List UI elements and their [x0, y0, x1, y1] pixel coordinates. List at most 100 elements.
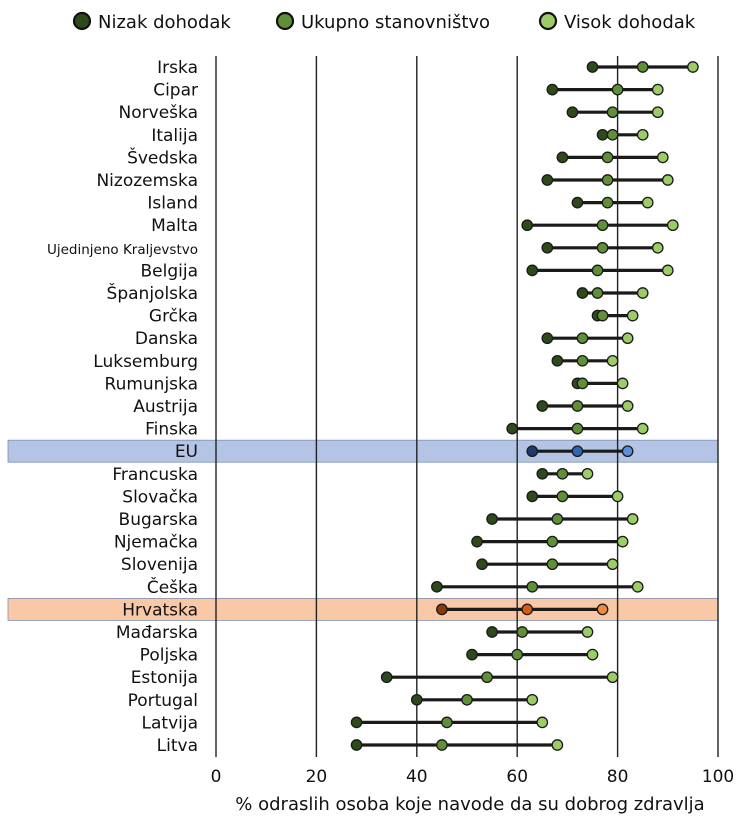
category-label: Slovačka [122, 487, 198, 507]
row-rumunjska: Rumunjska [105, 374, 629, 394]
row-hrvatska: Hrvatska [122, 600, 609, 620]
row-nizozemska: Nizozemska [96, 171, 674, 191]
point-low [586, 61, 599, 73]
point-total [591, 264, 604, 277]
category-label: Rumunjska [105, 374, 198, 394]
point-total [571, 400, 584, 412]
point-low [410, 693, 423, 706]
point-high [656, 151, 669, 164]
point-high [651, 106, 664, 119]
category-label: Poljska [140, 646, 198, 666]
point-total [546, 558, 559, 571]
row-grčka: Grčka [149, 307, 639, 327]
legend-marker-low [72, 11, 92, 31]
gridlines [215, 56, 719, 757]
point-high [626, 309, 639, 322]
legend-label-high: Visok dohodak [564, 12, 696, 33]
point-total [606, 106, 619, 119]
category-label: Norveška [119, 103, 198, 123]
point-high [621, 400, 634, 412]
point-low [466, 648, 478, 661]
point-high [661, 264, 674, 277]
category-label: Austrija [133, 397, 198, 417]
point-low [556, 151, 569, 164]
category-label: Njemačka [114, 533, 198, 553]
point-high [616, 535, 629, 548]
row-finska: Finska [145, 420, 649, 440]
category-label: Mađarska [116, 623, 198, 643]
point-total [551, 513, 564, 525]
row-danska: Danska [135, 329, 634, 349]
category-label: Slovenija [121, 555, 198, 575]
point-low [541, 332, 554, 345]
point-low [431, 580, 443, 593]
category-label: Ujedinjeno Kraljevstvo [47, 242, 198, 258]
point-low [551, 354, 564, 367]
point-total [571, 422, 584, 435]
point-total [576, 377, 589, 390]
row-latvija: Latvija [142, 713, 549, 733]
point-high [526, 693, 539, 706]
point-total [511, 648, 524, 661]
point-high [636, 287, 649, 299]
point-total [601, 151, 614, 164]
point-total [601, 174, 614, 186]
row-norveška: Norveška [119, 103, 664, 123]
point-total [556, 490, 569, 503]
legend-marker-total [275, 11, 295, 31]
point-low [471, 535, 483, 548]
point-high [666, 219, 679, 232]
row-luksemburg: Luksemburg [93, 352, 619, 372]
category-label: Latvija [142, 713, 198, 733]
point-high [621, 332, 634, 345]
row-litva: Litva [157, 736, 564, 756]
point-high [611, 490, 624, 503]
point-low [526, 264, 539, 277]
point-low [350, 716, 363, 729]
row-portugal: Portugal [128, 691, 539, 711]
category-label: Luksemburg [93, 352, 198, 372]
x-tick-label-40: 40 [406, 767, 428, 787]
row-island: Island [147, 194, 654, 214]
category-label: Portugal [128, 691, 198, 711]
category-label: Irska [157, 58, 198, 78]
category-label: Nizozemska [96, 171, 198, 191]
x-tick-label-60: 60 [506, 767, 528, 787]
point-high [641, 196, 654, 209]
category-label: Češka [147, 576, 198, 598]
point-total [526, 580, 539, 593]
category-label: Finska [145, 420, 198, 440]
x-tick-label-0: 0 [211, 767, 222, 787]
category-label: Švedska [127, 146, 198, 168]
point-low [541, 241, 554, 254]
point-low [436, 603, 448, 616]
category-label: Hrvatska [122, 600, 198, 620]
highlight-band-hrvatska [7, 598, 719, 621]
row-mađarska: Mađarska [116, 623, 594, 643]
point-high [626, 513, 639, 525]
category-label: Španjolska [107, 282, 198, 304]
point-total [591, 287, 604, 299]
legend-label-total: Ukupno stanovništvo [301, 12, 490, 33]
point-low [546, 83, 559, 96]
point-total [556, 467, 569, 480]
point-high [621, 445, 634, 458]
row-estonija: Estonija [131, 668, 619, 688]
row-italija: Italija [151, 126, 649, 146]
category-label: Litva [157, 736, 198, 756]
row-švedska: Švedska [127, 146, 669, 168]
category-label: Island [147, 194, 198, 214]
point-low [486, 626, 498, 638]
point-high [581, 626, 594, 638]
point-total [601, 196, 614, 209]
category-label: Malta [151, 216, 198, 236]
row-cipar: Cipar [153, 81, 664, 101]
point-high [616, 377, 629, 390]
point-low [576, 287, 589, 299]
row-češka: Češka [147, 576, 644, 598]
category-label: Estonija [131, 668, 198, 688]
point-low [596, 128, 609, 141]
point-high [636, 422, 649, 435]
